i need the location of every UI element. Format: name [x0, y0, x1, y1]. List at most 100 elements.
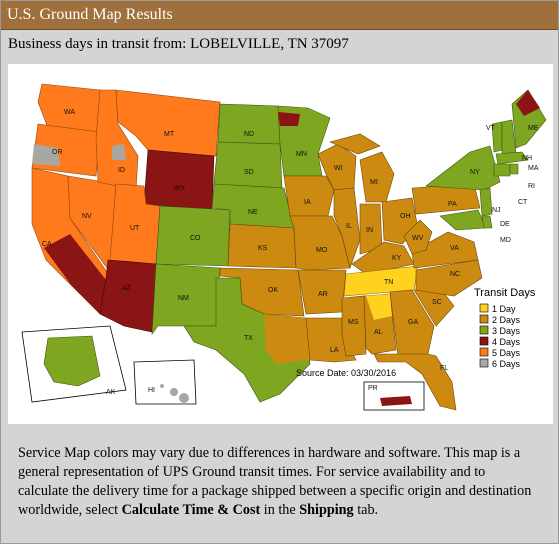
us-transit-map: WA OR CA NV ID MT WY UT AZ CO NM ND SD N… — [21, 83, 547, 411]
state-de — [481, 215, 493, 229]
label-mo: MO — [316, 247, 328, 254]
state-or-6day-patch — [32, 144, 60, 166]
label-ak: AK — [106, 389, 116, 396]
state-nd — [217, 103, 281, 145]
state-md — [439, 209, 487, 231]
legend-swatch — [479, 314, 489, 324]
label-co: CO — [190, 235, 201, 242]
label-ks: KS — [258, 245, 268, 252]
state-nj — [479, 187, 493, 217]
legend-label: 5 Days — [492, 348, 521, 358]
state-me-north-4day — [516, 90, 540, 116]
note-text-part-3: tab. — [353, 502, 379, 518]
label-al: AL — [374, 329, 383, 336]
label-ct: CT — [518, 199, 528, 206]
label-vt: VT — [486, 125, 496, 132]
state-mn-arrowhead-4day — [278, 112, 300, 126]
legend-swatch — [479, 358, 489, 368]
state-va — [411, 231, 479, 269]
shipping-tab-link[interactable]: Shipping — [299, 502, 354, 518]
state-wv — [403, 219, 433, 255]
legend-swatch — [479, 303, 489, 313]
source-date: Source Date: 03/30/2016 — [296, 368, 396, 378]
label-wv: WV — [412, 235, 424, 242]
label-ky: KY — [392, 255, 402, 262]
label-de: DE — [500, 221, 510, 228]
label-oh: OH — [400, 213, 411, 220]
label-ms: MS — [348, 319, 359, 326]
label-nj: NJ — [492, 207, 501, 214]
state-tx — [183, 277, 311, 403]
legend-label: 2 Days — [492, 315, 521, 325]
transit-map-panel: WA OR CA NV ID MT WY UT AZ CO NM ND SD N… — [8, 64, 553, 424]
label-ia: IA — [304, 199, 311, 206]
label-pa: PA — [448, 201, 457, 208]
label-az: AZ — [122, 285, 132, 292]
label-md: MD — [500, 237, 511, 244]
legend-swatch — [479, 325, 489, 335]
state-nc — [415, 259, 483, 297]
state-tx-east-2day — [264, 314, 310, 364]
legend-label: 3 Days — [492, 326, 521, 336]
label-id: ID — [118, 167, 125, 174]
state-ga — [389, 289, 435, 357]
state-il — [333, 187, 361, 270]
label-or: OR — [52, 149, 63, 156]
note-text-part-1: Service Map colors may vary due to diffe… — [18, 445, 532, 518]
label-ny: NY — [470, 169, 480, 176]
alaska-inset: AK — [21, 325, 127, 403]
state-al-north-1day — [366, 294, 392, 320]
label-me: ME — [528, 125, 539, 132]
label-wy: WY — [174, 185, 186, 192]
state-fl — [373, 353, 457, 411]
label-nh: NH — [522, 155, 532, 162]
state-ma — [495, 151, 529, 165]
label-va: VA — [450, 245, 459, 252]
legend-swatch — [479, 336, 489, 346]
legend-swatch — [479, 347, 489, 357]
legend-title: Transit Days — [474, 287, 536, 299]
state-az — [99, 259, 157, 333]
label-tn: TN — [384, 279, 393, 286]
label-nm: NM — [178, 295, 189, 302]
state-mi — [359, 151, 395, 203]
puerto-rico-inset: PR — [363, 381, 425, 411]
page-title: U.S. Ground Map Results — [7, 6, 173, 23]
state-ia — [283, 175, 335, 217]
state-mo — [289, 215, 351, 271]
label-sd: SD — [244, 169, 254, 176]
label-wa: WA — [64, 109, 75, 116]
label-mi: MI — [370, 179, 378, 186]
label-pr: PR — [368, 385, 378, 392]
label-hi: HI — [148, 387, 155, 394]
state-ms — [341, 295, 367, 357]
origin-subtitle: Business days in transit from: LOBELVILL… — [8, 36, 349, 52]
state-wy — [143, 149, 215, 211]
service-map-note: Service Map colors may vary due to diffe… — [18, 444, 538, 520]
label-nv: NV — [82, 213, 92, 220]
note-text-part-2: in the — [260, 502, 300, 518]
state-ny — [425, 145, 501, 191]
state-sd — [213, 141, 283, 189]
label-la: LA — [330, 347, 339, 354]
label-tx: TX — [244, 335, 253, 342]
label-in: IN — [366, 227, 373, 234]
state-ri — [509, 163, 519, 175]
label-il: IL — [346, 223, 352, 230]
label-ut: UT — [130, 225, 140, 232]
label-ma: MA — [528, 165, 539, 172]
label-fl: FL — [440, 365, 448, 372]
calculate-time-cost-link[interactable]: Calculate Time & Cost — [121, 502, 261, 518]
label-mn: MN — [296, 151, 307, 158]
state-mi-upper — [329, 133, 381, 155]
label-ga: GA — [408, 319, 418, 326]
label-ar: AR — [318, 291, 328, 298]
state-ct — [493, 163, 511, 177]
label-sc: SC — [432, 299, 442, 306]
label-ri: RI — [528, 183, 535, 190]
label-ne: NE — [248, 209, 258, 216]
legend-label: 1 Day — [492, 304, 516, 314]
label-nc: NC — [450, 271, 460, 278]
